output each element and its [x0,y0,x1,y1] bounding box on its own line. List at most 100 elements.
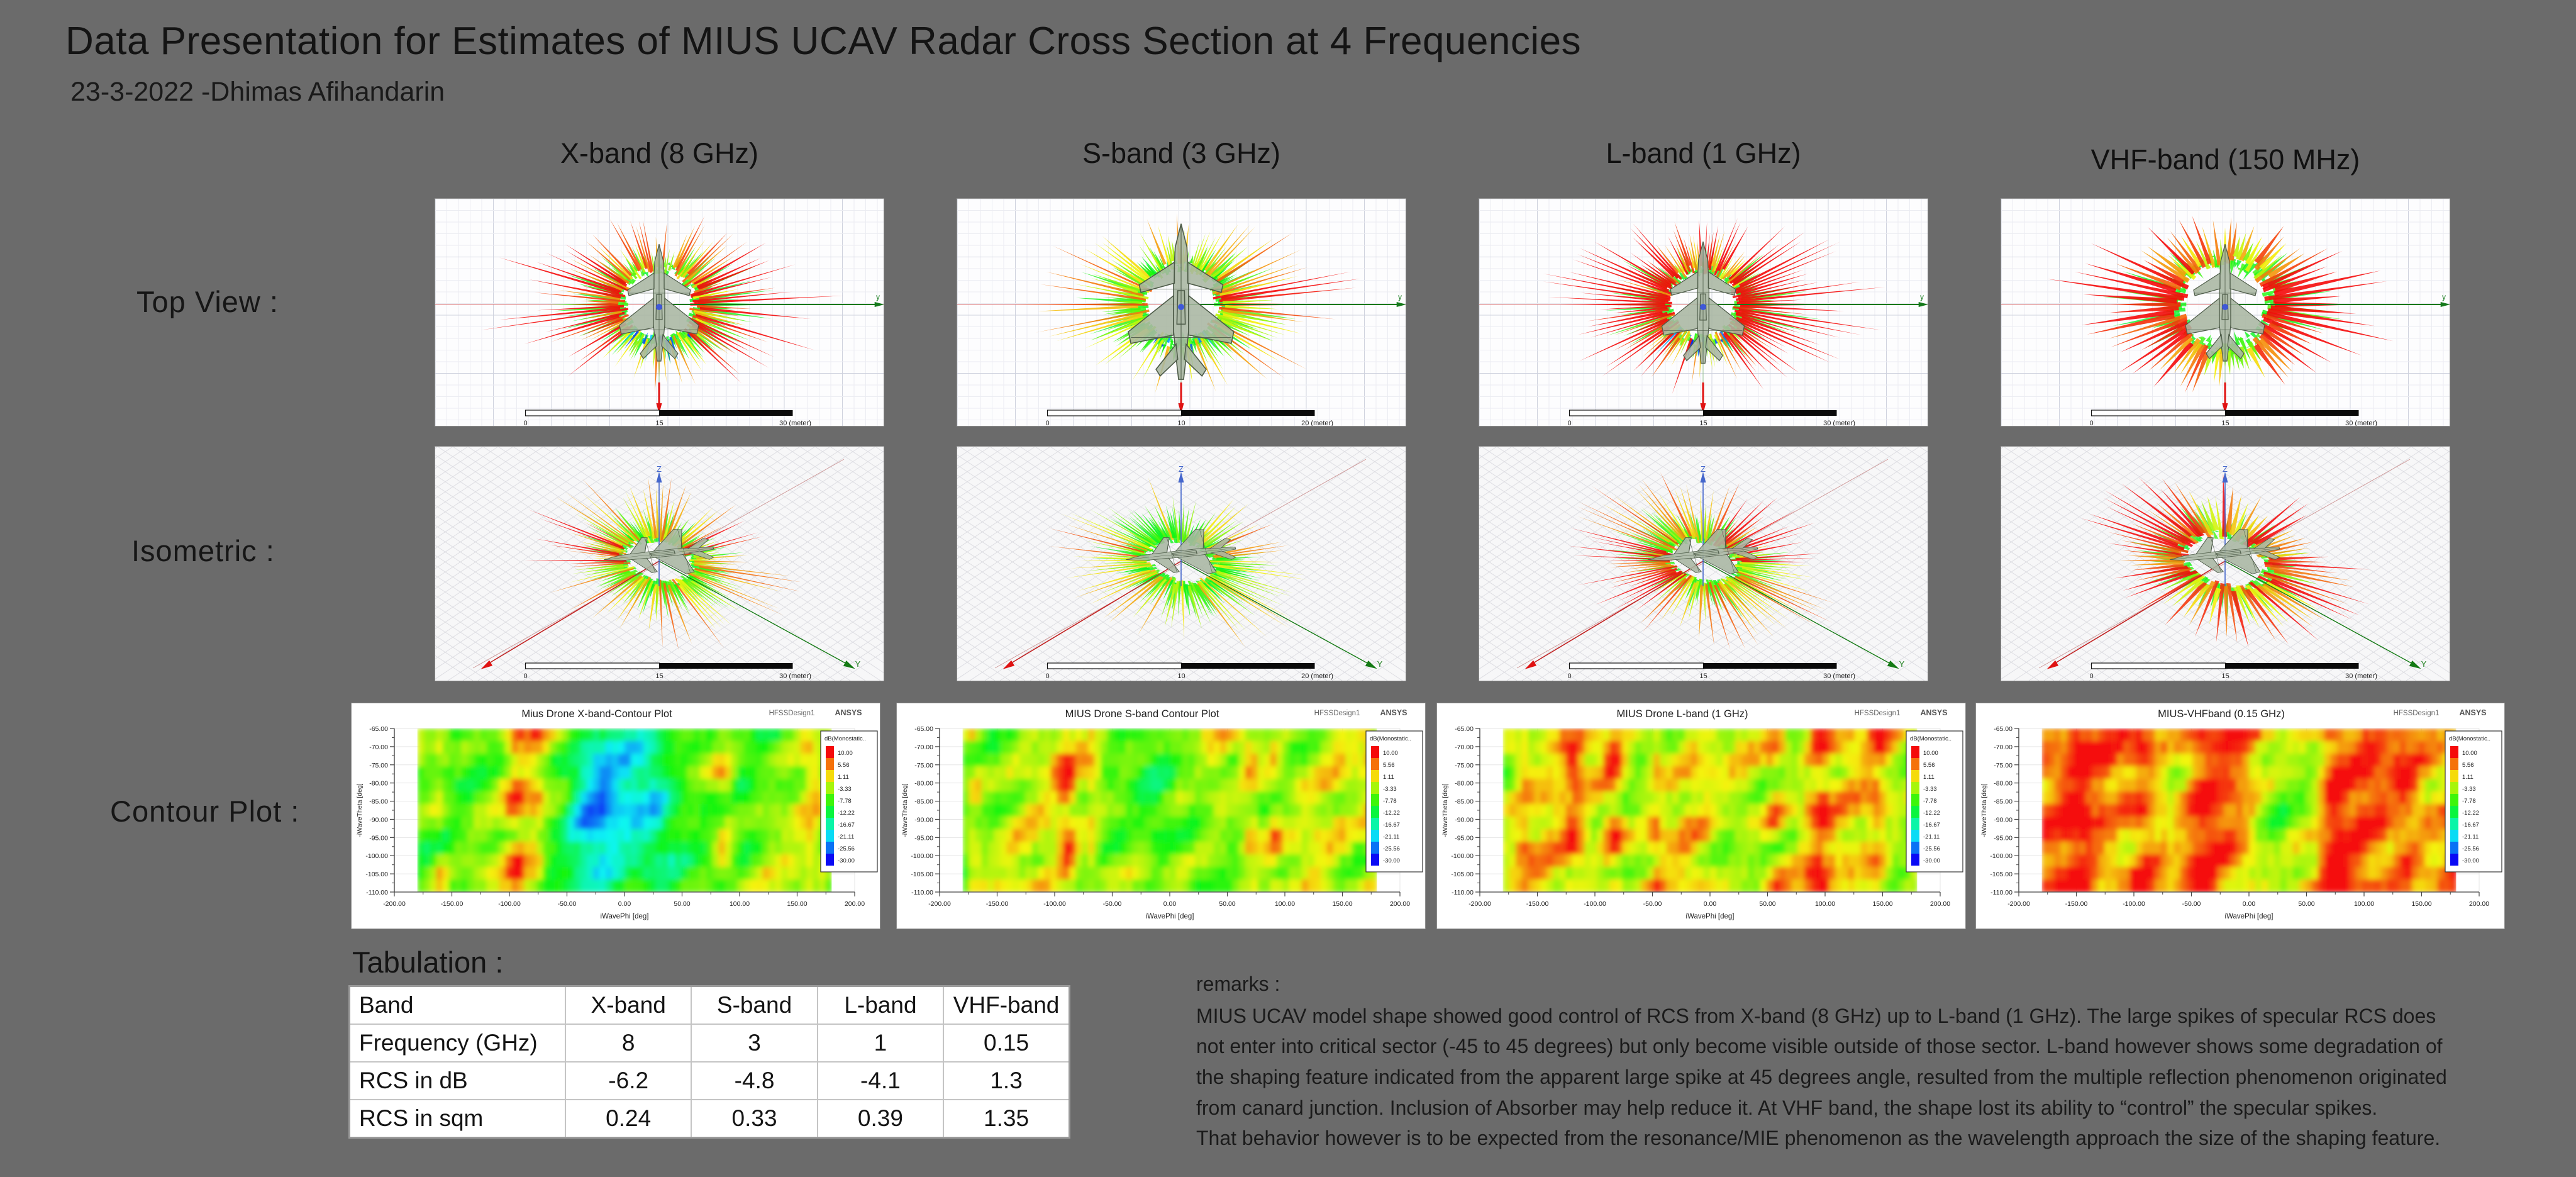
svg-text:Z: Z [1179,464,1184,474]
svg-text:0: 0 [2089,672,2093,680]
svg-text:ANSYS: ANSYS [835,708,862,717]
svg-text:-150.00: -150.00 [441,900,464,908]
svg-text:0: 0 [1045,672,1049,680]
svg-text:Mius Drone X-band-Contour Plot: Mius Drone X-band-Contour Plot [521,708,672,720]
svg-text:-12.22: -12.22 [838,810,855,817]
svg-text:-80.00: -80.00 [369,780,388,788]
table-header-cell: X-band [564,985,692,1025]
svg-text:10.00: 10.00 [838,750,853,757]
table-cell: 0.33 [691,1099,818,1139]
table-row: RCS in dB -6.2 -4.8 -4.1 1.3 [348,1061,1070,1100]
table-cell: -4.8 [691,1061,818,1100]
row-label-isometric: Isometric : [131,534,275,567]
svg-text:-90.00: -90.00 [369,816,388,823]
ucav-model [604,529,714,574]
top-view-sband-svg: y 0 10 20 (meter) [957,199,1406,426]
svg-text:-7.78: -7.78 [1383,798,1397,805]
table-header-cell: S-band [691,985,818,1025]
plot-isometric-lband: Y Z 0 15 30 (meter) [1479,447,1928,681]
svg-text:Z: Z [2223,464,2228,474]
svg-text:30 (meter): 30 (meter) [1823,420,1855,426]
svg-text:50.00: 50.00 [674,900,690,908]
svg-text:200.00: 200.00 [1390,900,1410,908]
table-header-cell: Band [348,985,566,1025]
svg-text:20 (meter): 20 (meter) [1301,420,1333,426]
svg-text:-16.67: -16.67 [1383,822,1400,828]
plot-contour-sband: MIUS Drone S-band Contour Plot HFSSDesign… [897,703,1425,929]
svg-text:10: 10 [1177,420,1185,426]
contour-vhfband-svg: MIUS-VHFband (0.15 GHz) HFSSDesign1 ANSYS-… [1976,703,2504,929]
table-cell: -6.2 [564,1061,692,1100]
svg-text:-iWaveTheta [deg]: -iWaveTheta [deg] [901,783,909,837]
table-header-cell: VHF-band [943,985,1070,1025]
svg-text:-16.67: -16.67 [838,822,855,828]
plot-contour-lband: MIUS Drone L-band (1 GHz) HFSSDesign1 ANSY… [1437,703,1965,929]
svg-text:dB(Monostatic..: dB(Monostatic.. [1370,735,1411,742]
svg-text:15: 15 [655,672,663,680]
svg-text:-100.00: -100.00 [498,900,521,908]
svg-text:y: y [876,293,880,301]
ucav-model [619,243,699,362]
svg-text:-150.00: -150.00 [986,900,1009,908]
svg-text:1.11: 1.11 [838,774,849,781]
ucav-model [1128,223,1235,380]
svg-text:MIUS Drone S-band Contour Plot: MIUS Drone S-band Contour Plot [1065,708,1219,720]
table-cell: 1.3 [943,1061,1070,1100]
top-view-xband-svg: y 0 15 30 (meter) [435,199,884,426]
plot-top-view-lband: y 0 15 30 (meter) [1479,199,1928,426]
svg-text:0: 0 [2089,420,2093,426]
svg-text:0: 0 [1567,672,1571,680]
table-cell: RCS in sqm [348,1099,566,1139]
svg-text:-95.00: -95.00 [369,834,388,842]
plot-top-view-sband: y 0 10 20 (meter) [957,199,1406,426]
plot-top-view-xband: y 0 15 30 (meter) [435,199,884,426]
column-header-xband: X-band (8 GHz) [560,137,759,169]
svg-text:-105.00: -105.00 [911,871,933,878]
svg-text:ANSYS: ANSYS [1380,708,1407,717]
plot-isometric-sband: Y Z 0 10 20 (meter) [957,447,1406,681]
svg-text:-21.11: -21.11 [1383,834,1399,840]
svg-text:y: y [1398,293,1402,301]
svg-text:-25.56: -25.56 [1383,845,1400,852]
svg-text:iWavePhi [deg]: iWavePhi [deg] [1146,913,1194,920]
svg-text:-70.00: -70.00 [914,744,933,751]
svg-text:30 (meter): 30 (meter) [1823,672,1855,680]
svg-text:-105.00: -105.00 [365,871,388,878]
svg-text:150.00: 150.00 [787,900,807,908]
top-view-lband-svg: y 0 15 30 (meter) [1479,199,1928,426]
isometric-vhfband-svg: Y Z 0 15 30 (meter) [2001,447,2450,681]
table-cell: 8 [564,1024,692,1063]
table-cell: 1.35 [943,1099,1070,1139]
svg-text:-85.00: -85.00 [914,798,933,806]
svg-text:150.00: 150.00 [1332,900,1352,908]
svg-text:30 (meter): 30 (meter) [779,672,811,680]
ucav-model [1648,529,1758,574]
svg-text:-12.22: -12.22 [1383,810,1400,817]
svg-text:15: 15 [2221,420,2229,426]
svg-text:15: 15 [1699,672,1707,680]
svg-text:-100.00: -100.00 [1043,900,1066,908]
svg-text:50.00: 50.00 [1219,900,1235,908]
column-header-lband: L-band (1 GHz) [1606,137,1801,169]
ucav-model [2170,529,2280,574]
row-label-top-view: Top View : [136,285,279,318]
svg-text:Y: Y [855,659,861,669]
contour-sband-svg: MIUS Drone S-band Contour Plot HFSSDesign… [897,703,1425,929]
svg-text:Y: Y [1377,659,1383,669]
svg-text:-90.00: -90.00 [914,816,933,823]
svg-text:1.11: 1.11 [1383,774,1394,781]
svg-text:-85.00: -85.00 [369,798,388,806]
ucav-model [2185,243,2265,362]
svg-text:0.00: 0.00 [1163,900,1177,908]
ucav-model [1126,529,1236,574]
table-header-cell: L-band [816,985,945,1025]
remarks-label: remarks : [1196,973,1280,995]
isometric-sband-svg: Y Z 0 10 20 (meter) [957,447,1406,681]
remarks-block: remarks : MIUS UCAV model shape showed g… [1196,969,2460,1154]
svg-text:HFSSDesign1: HFSSDesign1 [1314,710,1360,717]
svg-text:-25.56: -25.56 [838,845,855,852]
svg-text:MIUS Drone L-band (1 GHz): MIUS Drone L-band (1 GHz) [1616,708,1748,720]
svg-text:100.00: 100.00 [730,900,750,908]
svg-text:Y: Y [1899,659,1905,669]
